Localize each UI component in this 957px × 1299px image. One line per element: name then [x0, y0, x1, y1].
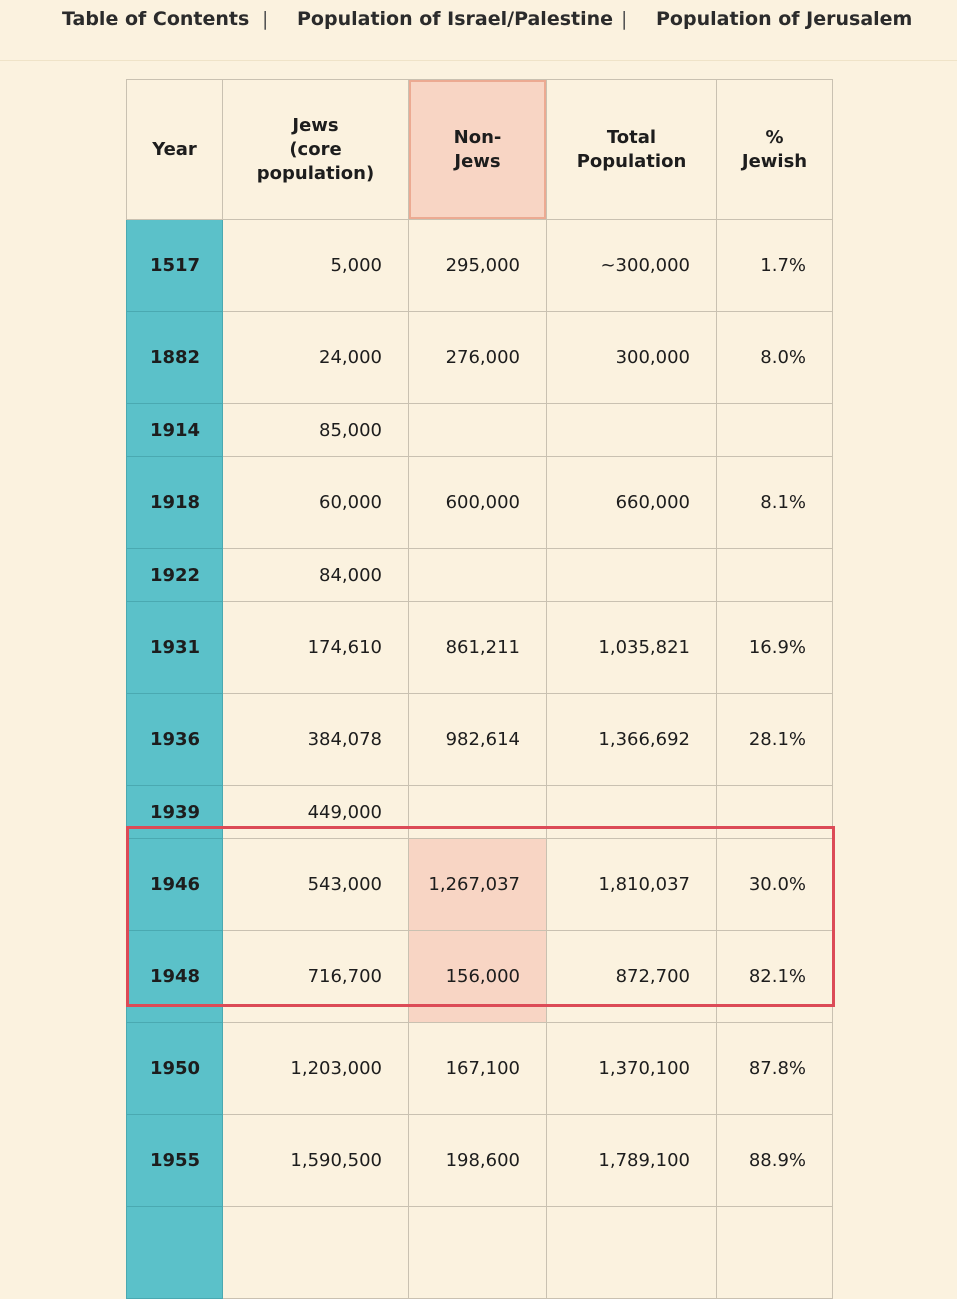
cell-non-jews-highlighted: 1,267,037: [408, 838, 547, 931]
cell-total: [546, 548, 717, 602]
cell-total: 1,035,821: [546, 601, 717, 694]
cell-percent: 28.1%: [716, 693, 833, 786]
cell-non-jews: [408, 785, 547, 839]
cell-non-jews: [408, 1206, 547, 1299]
table-row: 1914 85,000: [126, 403, 833, 457]
cell-percent: [716, 1206, 833, 1299]
nav-link-table-of-contents[interactable]: Table of Contents: [62, 8, 250, 30]
table-row: 1936 384,078 982,614 1,366,692 28.1%: [126, 693, 833, 786]
table-row: 1922 84,000: [126, 548, 833, 602]
cell-percent: 1.7%: [716, 219, 833, 312]
table-row: 1950 1,203,000 167,100 1,370,100 87.8%: [126, 1022, 833, 1115]
cell-percent: [716, 548, 833, 602]
population-table: Year Jews (core population) Non- Jews To…: [126, 79, 833, 1299]
cell-jews: 1,590,500: [222, 1114, 409, 1207]
cell-year: 1936: [126, 693, 223, 786]
nav-separator: |: [262, 8, 269, 30]
cell-jews: 174,610: [222, 601, 409, 694]
cell-jews: [222, 1206, 409, 1299]
cell-non-jews: 982,614: [408, 693, 547, 786]
cell-percent: 87.8%: [716, 1022, 833, 1115]
cell-percent: 8.0%: [716, 311, 833, 404]
cell-year: [126, 1206, 223, 1299]
header-percent-jewish: % Jewish: [716, 79, 833, 220]
cell-total: 1,810,037: [546, 838, 717, 931]
cell-percent: 88.9%: [716, 1114, 833, 1207]
cell-total: 1,370,100: [546, 1022, 717, 1115]
cell-total: 1,789,100: [546, 1114, 717, 1207]
cell-jews: 5,000: [222, 219, 409, 312]
cell-non-jews: 861,211: [408, 601, 547, 694]
table-row: 1918 60,000 600,000 660,000 8.1%: [126, 456, 833, 549]
cell-non-jews: 276,000: [408, 311, 547, 404]
cell-year: 1918: [126, 456, 223, 549]
cell-jews: 1,203,000: [222, 1022, 409, 1115]
cell-percent: [716, 403, 833, 457]
cell-total: 300,000: [546, 311, 717, 404]
cell-percent: [716, 785, 833, 839]
cell-jews: 716,700: [222, 930, 409, 1023]
header-non-jews: Non- Jews: [408, 79, 547, 220]
table-row: 1931 174,610 861,211 1,035,821 16.9%: [126, 601, 833, 694]
table-row: 1955 1,590,500 198,600 1,789,100 88.9%: [126, 1114, 833, 1207]
cell-total: ~300,000: [546, 219, 717, 312]
top-navigation: Table of Contents | Population of Israel…: [0, 0, 957, 61]
cell-jews: 85,000: [222, 403, 409, 457]
table-row: 1939 449,000: [126, 785, 833, 839]
cell-jews: 24,000: [222, 311, 409, 404]
cell-year: 1939: [126, 785, 223, 839]
header-year: Year: [126, 79, 223, 220]
cell-year: 1948: [126, 930, 223, 1023]
cell-non-jews-highlighted: 156,000: [408, 930, 547, 1023]
cell-jews: 449,000: [222, 785, 409, 839]
cell-year: 1946: [126, 838, 223, 931]
nav-link-population-israel-palestine[interactable]: Population of Israel/Palestine: [297, 8, 614, 30]
cell-year: 1882: [126, 311, 223, 404]
cell-year: 1922: [126, 548, 223, 602]
cell-total: [546, 1206, 717, 1299]
cell-non-jews: 198,600: [408, 1114, 547, 1207]
cell-non-jews: [408, 403, 547, 457]
cell-year: 1931: [126, 601, 223, 694]
header-row: Year Jews (core population) Non- Jews To…: [126, 79, 833, 220]
cell-non-jews: 600,000: [408, 456, 547, 549]
nav-separator: |: [621, 8, 628, 30]
cell-total: 872,700: [546, 930, 717, 1023]
cell-non-jews: [408, 548, 547, 602]
cell-year: 1950: [126, 1022, 223, 1115]
cell-non-jews: 295,000: [408, 219, 547, 312]
table-row-highlighted: 1946 543,000 1,267,037 1,810,037 30.0%: [126, 838, 833, 931]
cell-total: [546, 785, 717, 839]
table-row-partial: [126, 1206, 833, 1299]
cell-year: 1517: [126, 219, 223, 312]
cell-year: 1914: [126, 403, 223, 457]
header-jews: Jews (core population): [222, 79, 409, 220]
cell-total: 1,366,692: [546, 693, 717, 786]
table-row: 1517 5,000 295,000 ~300,000 1.7%: [126, 219, 833, 312]
nav-link-population-jerusalem[interactable]: Population of Jerusalem: [656, 8, 913, 30]
header-total-population: Total Population: [546, 79, 717, 220]
cell-year: 1955: [126, 1114, 223, 1207]
cell-percent: 8.1%: [716, 456, 833, 549]
cell-jews: 60,000: [222, 456, 409, 549]
cell-percent: 82.1%: [716, 930, 833, 1023]
cell-jews: 84,000: [222, 548, 409, 602]
cell-jews: 384,078: [222, 693, 409, 786]
cell-percent: 16.9%: [716, 601, 833, 694]
cell-non-jews: 167,100: [408, 1022, 547, 1115]
cell-total: 660,000: [546, 456, 717, 549]
cell-total: [546, 403, 717, 457]
table-row-highlighted: 1948 716,700 156,000 872,700 82.1%: [126, 930, 833, 1023]
table-row: 1882 24,000 276,000 300,000 8.0%: [126, 311, 833, 404]
cell-jews: 543,000: [222, 838, 409, 931]
cell-percent: 30.0%: [716, 838, 833, 931]
